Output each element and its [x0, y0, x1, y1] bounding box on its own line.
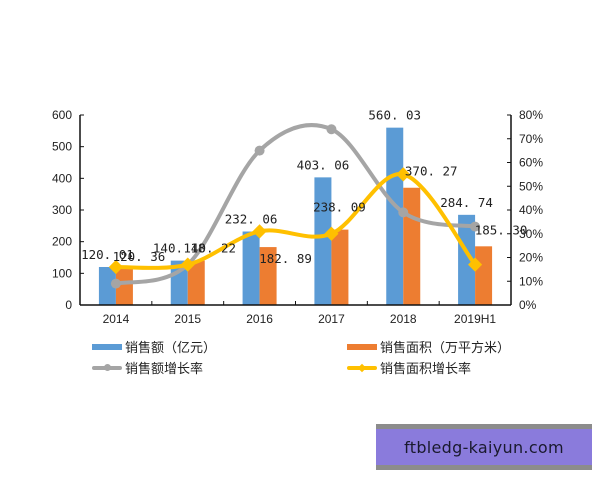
svg-text:0: 0 [65, 298, 72, 312]
svg-text:600: 600 [52, 108, 72, 122]
svg-text:70%: 70% [519, 132, 543, 146]
legend-item-sales-amount-growth: 销售额增长率 [92, 358, 203, 377]
diamond-marker-icon [180, 257, 195, 272]
circle-marker-icon [254, 145, 265, 156]
circle-marker-icon [326, 124, 337, 135]
blue-bar-swatch-icon [92, 343, 122, 350]
line-series [108, 123, 483, 289]
svg-text:30%: 30% [519, 227, 543, 241]
svg-text:2017: 2017 [318, 312, 345, 326]
svg-text:2014: 2014 [103, 312, 130, 326]
diamond-marker-icon [324, 226, 339, 241]
bar [475, 246, 493, 305]
diamond-marker-icon [468, 257, 483, 272]
diamond-marker-icon [396, 167, 411, 182]
bar [458, 214, 476, 305]
gray-line-marker-icon [92, 363, 122, 371]
legend-label: 销售面积增长率 [380, 362, 472, 377]
axes: 0 100 200 300 400 500 600 0% 10% 20% 30% 40% 50% 60% 7… [52, 108, 543, 326]
svg-text:238. 09: 238. 09 [313, 200, 366, 215]
legend-item-sales-area-growth: 销售面积增长率 [347, 358, 471, 377]
svg-text:500: 500 [52, 140, 72, 154]
svg-text:50%: 50% [519, 179, 543, 193]
svg-text:284. 74: 284. 74 [440, 195, 493, 210]
orange-bar-swatch-icon [347, 343, 377, 350]
svg-text:20%: 20% [519, 251, 543, 265]
legend-item-sales-area: 销售面积（万平方米） [347, 337, 510, 356]
legend-label: 销售额（亿元） [125, 341, 217, 356]
svg-text:200: 200 [52, 235, 72, 249]
svg-text:182. 89: 182. 89 [259, 251, 312, 266]
bar [98, 266, 116, 305]
diamond-marker-icon [108, 259, 123, 275]
bar [403, 187, 421, 305]
svg-text:10%: 10% [519, 274, 543, 288]
svg-text:2018: 2018 [390, 312, 417, 326]
bar [331, 229, 349, 305]
svg-text:232. 06: 232. 06 [225, 212, 278, 227]
yellow-line-marker-icon [347, 363, 377, 372]
circle-marker-icon [470, 221, 481, 232]
watermark-banner: ftbledg-kaiyun.com [376, 424, 592, 470]
svg-text:80%: 80% [519, 108, 543, 122]
svg-text:2019H1: 2019H1 [454, 312, 496, 326]
legend-item-sales-amount: 销售额（亿元） [92, 337, 216, 356]
bar [259, 247, 277, 305]
svg-text:2015: 2015 [174, 312, 201, 326]
svg-text:60%: 60% [519, 156, 543, 170]
bar [314, 177, 332, 305]
bar [115, 266, 133, 305]
bar [242, 231, 260, 305]
legend-label: 销售额增长率 [125, 362, 204, 377]
legend-label: 销售面积（万平方米） [380, 341, 511, 356]
diamond-marker-icon [252, 224, 267, 239]
svg-text:0%: 0% [519, 298, 537, 312]
svg-text:120. 01: 120. 01 [81, 247, 134, 262]
watermark-text: ftbledg-kaiyun.com [404, 437, 564, 457]
svg-text:40%: 40% [519, 203, 543, 217]
svg-text:300: 300 [52, 203, 72, 217]
data-labels: 120. 01 140. 18 232. 06 403. 06 560. 03 284. … [81, 108, 527, 266]
svg-text:2016: 2016 [246, 312, 273, 326]
svg-text:403. 06: 403. 06 [297, 157, 350, 172]
svg-text:120. 36: 120. 36 [113, 249, 166, 264]
svg-text:140. 18: 140. 18 [153, 241, 206, 256]
svg-text:100: 100 [52, 266, 72, 280]
circle-marker-icon [398, 207, 409, 218]
circle-marker-icon [110, 278, 121, 289]
svg-text:560. 03: 560. 03 [368, 108, 421, 123]
svg-text:185. 30: 185. 30 [475, 222, 528, 237]
svg-text:370. 27: 370. 27 [405, 164, 458, 179]
bar [187, 260, 205, 305]
svg-text:400: 400 [52, 171, 72, 185]
svg-text:140. 22: 140. 22 [183, 241, 236, 256]
